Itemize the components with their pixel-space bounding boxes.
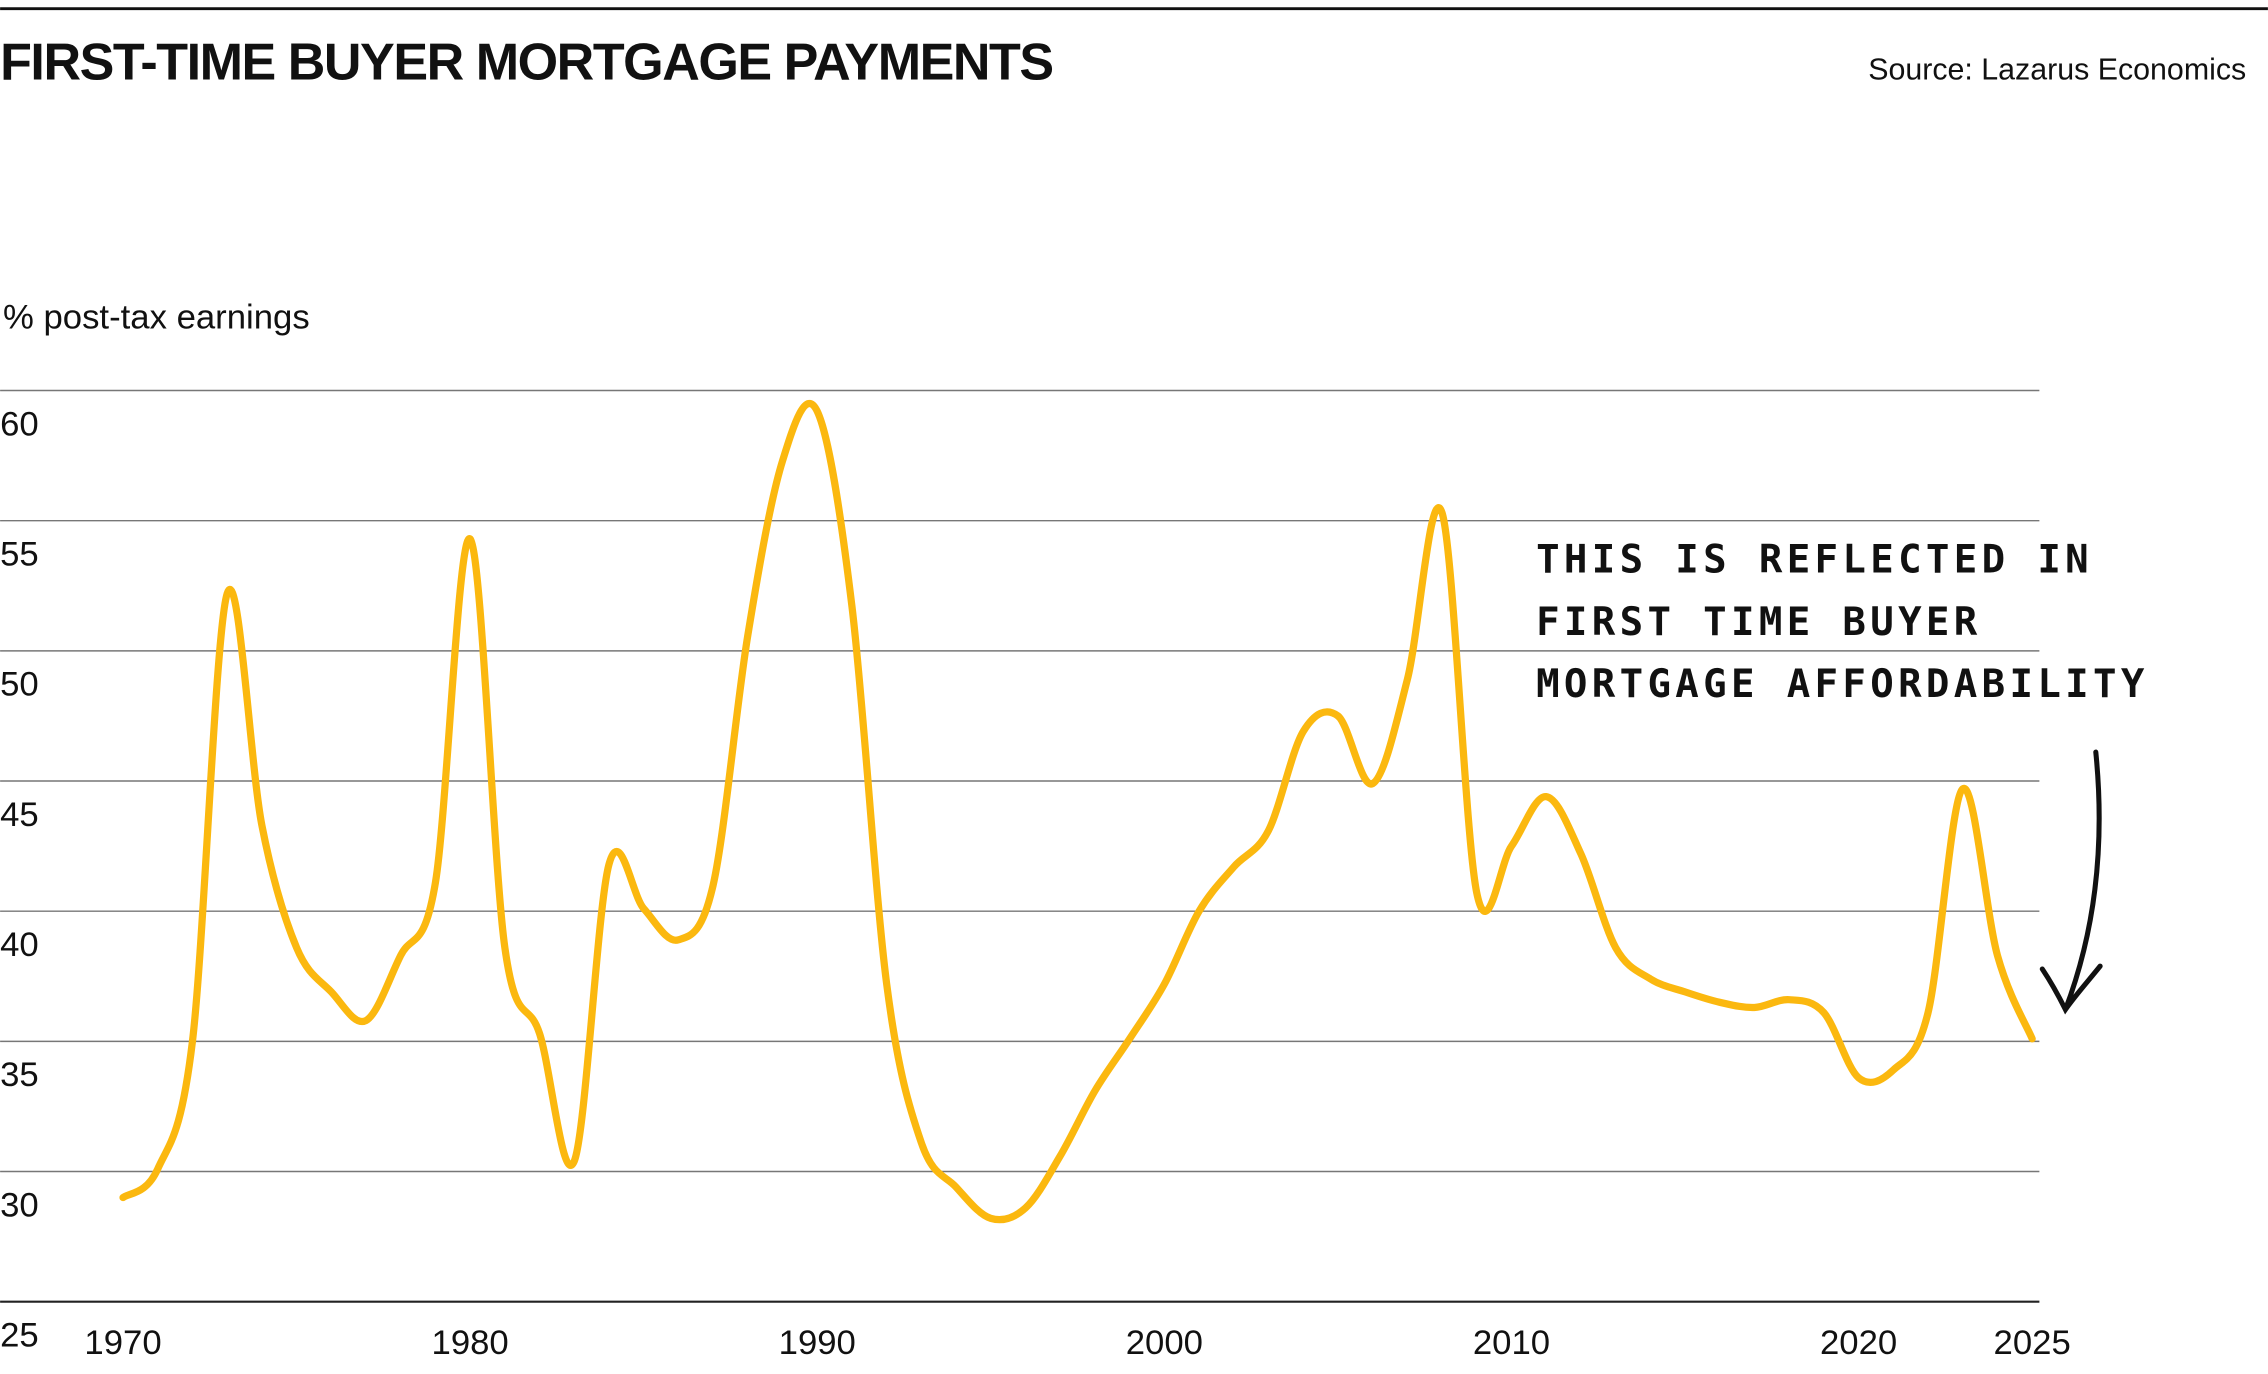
y-axis-label: % post-tax earnings <box>3 298 310 336</box>
x-tick-label: 1980 <box>432 1324 509 1362</box>
source: Source: Lazarus Economics <box>1868 54 2246 87</box>
x-tick-label: 2000 <box>1126 1324 1203 1362</box>
y-tick-label: 40 <box>0 926 39 964</box>
x-tick-label: 2020 <box>1820 1324 1897 1362</box>
y-tick-label: 55 <box>0 536 39 574</box>
y-tick-label: 60 <box>0 405 39 443</box>
x-tick-label: 1970 <box>84 1324 161 1362</box>
chart-title: FIRST-TIME BUYER MORTGAGE PAYMENTS <box>0 34 1053 92</box>
y-tick-label: 25 <box>0 1317 39 1355</box>
annotation-arrow <box>2039 749 2103 1015</box>
x-tick-label: 2010 <box>1473 1324 1550 1362</box>
data-line <box>119 400 2036 1224</box>
x-tick-label: 1990 <box>779 1324 856 1362</box>
plot <box>119 400 2036 1224</box>
y-tick-label: 30 <box>0 1186 39 1224</box>
y-tick-label: 50 <box>0 666 39 704</box>
grid: 25 30 35 40 45 50 55 60 1970 1980 1990 2000 2010 2020… <box>0 389 2071 1362</box>
annotation: MORTGAGE AFFORDABILITY <box>1536 662 2149 707</box>
y-tick-label: 35 <box>0 1056 39 1094</box>
y-tick-label: 45 <box>0 796 39 834</box>
x-tick-label: 2025 <box>1994 1324 2071 1362</box>
annotation: THIS IS REFLECTED IN <box>1536 538 2093 583</box>
annotation: FIRST TIME BUYER <box>1536 600 1982 645</box>
